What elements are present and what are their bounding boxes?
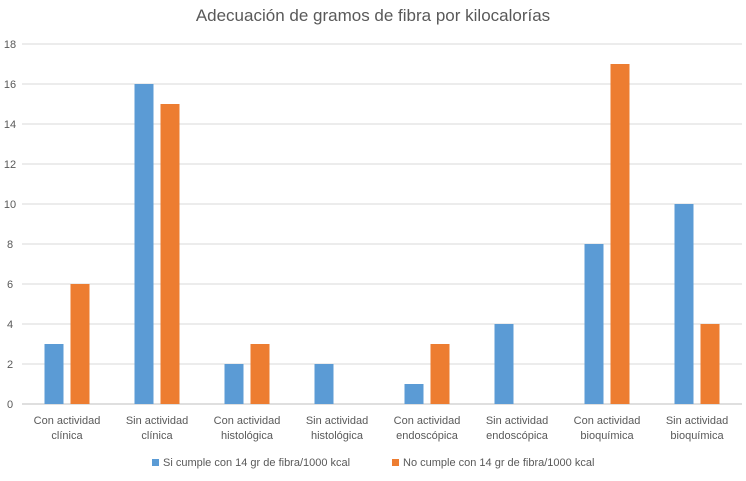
bar-series1-cat8	[674, 204, 694, 404]
legend-label-series2: No cumple con 14 gr de fibra/1000 kcal	[403, 457, 594, 469]
category-label: endoscópica	[486, 430, 549, 442]
bar-series2-cat5	[430, 344, 450, 404]
legend-label-series1: Si cumple con 14 gr de fibra/1000 kcal	[163, 457, 350, 469]
category-label: histológica	[311, 430, 364, 442]
bar-series1-cat7	[584, 244, 604, 404]
y-tick-label: 12	[4, 159, 16, 171]
bar-series2-cat3	[250, 344, 270, 404]
category-label: clínica	[51, 430, 83, 442]
bar-series2-cat7	[610, 64, 630, 404]
category-label: Sin actividad	[306, 415, 368, 427]
bar-series1-cat6	[494, 324, 514, 404]
category-label: Sin actividad	[486, 415, 548, 427]
y-axis-ticks: 0 2 4 6 8 10 12 14 16 18	[4, 39, 16, 411]
bar-series1-cat5	[404, 384, 424, 404]
y-tick-label: 18	[4, 39, 16, 51]
bar-series2-cat1	[70, 284, 90, 404]
category-label: bioquímica	[670, 430, 724, 442]
y-tick-label: 2	[7, 359, 13, 371]
bar-series2-cat2	[160, 104, 180, 404]
bar-series2-cat8	[700, 324, 720, 404]
category-label: Con actividad	[394, 415, 461, 427]
y-tick-label: 16	[4, 79, 16, 91]
bar-series1-cat3	[224, 364, 244, 404]
category-label: Sin actividad	[126, 415, 188, 427]
y-tick-label: 14	[4, 119, 16, 131]
x-axis-categories: Con actividad clínica Sin actividad clínica…	[34, 415, 729, 442]
y-tick-label: 8	[7, 239, 13, 251]
bars	[44, 64, 720, 404]
category-label: clínica	[141, 430, 173, 442]
category-label: Con actividad	[214, 415, 281, 427]
category-label: endoscópica	[396, 430, 459, 442]
legend-swatch-series1	[152, 459, 159, 466]
gridlines	[22, 43, 742, 405]
y-tick-label: 6	[7, 279, 13, 291]
bar-series1-cat4	[314, 364, 334, 404]
y-tick-label: 4	[7, 319, 13, 331]
category-label: Con actividad	[34, 415, 101, 427]
bar-series1-cat2	[134, 84, 154, 404]
legend: Si cumple con 14 gr de fibra/1000 kcal No…	[152, 457, 594, 469]
legend-swatch-series2	[392, 459, 399, 466]
y-tick-label: 0	[7, 399, 13, 411]
category-label: Con actividad	[574, 415, 641, 427]
bar-series1-cat1	[44, 344, 64, 404]
category-label: bioquímica	[580, 430, 634, 442]
category-label: histológica	[221, 430, 274, 442]
category-label: Sin actividad	[666, 415, 728, 427]
chart-title: Adecuación de gramos de fibra por kiloca…	[196, 6, 550, 25]
y-tick-label: 10	[4, 199, 16, 211]
